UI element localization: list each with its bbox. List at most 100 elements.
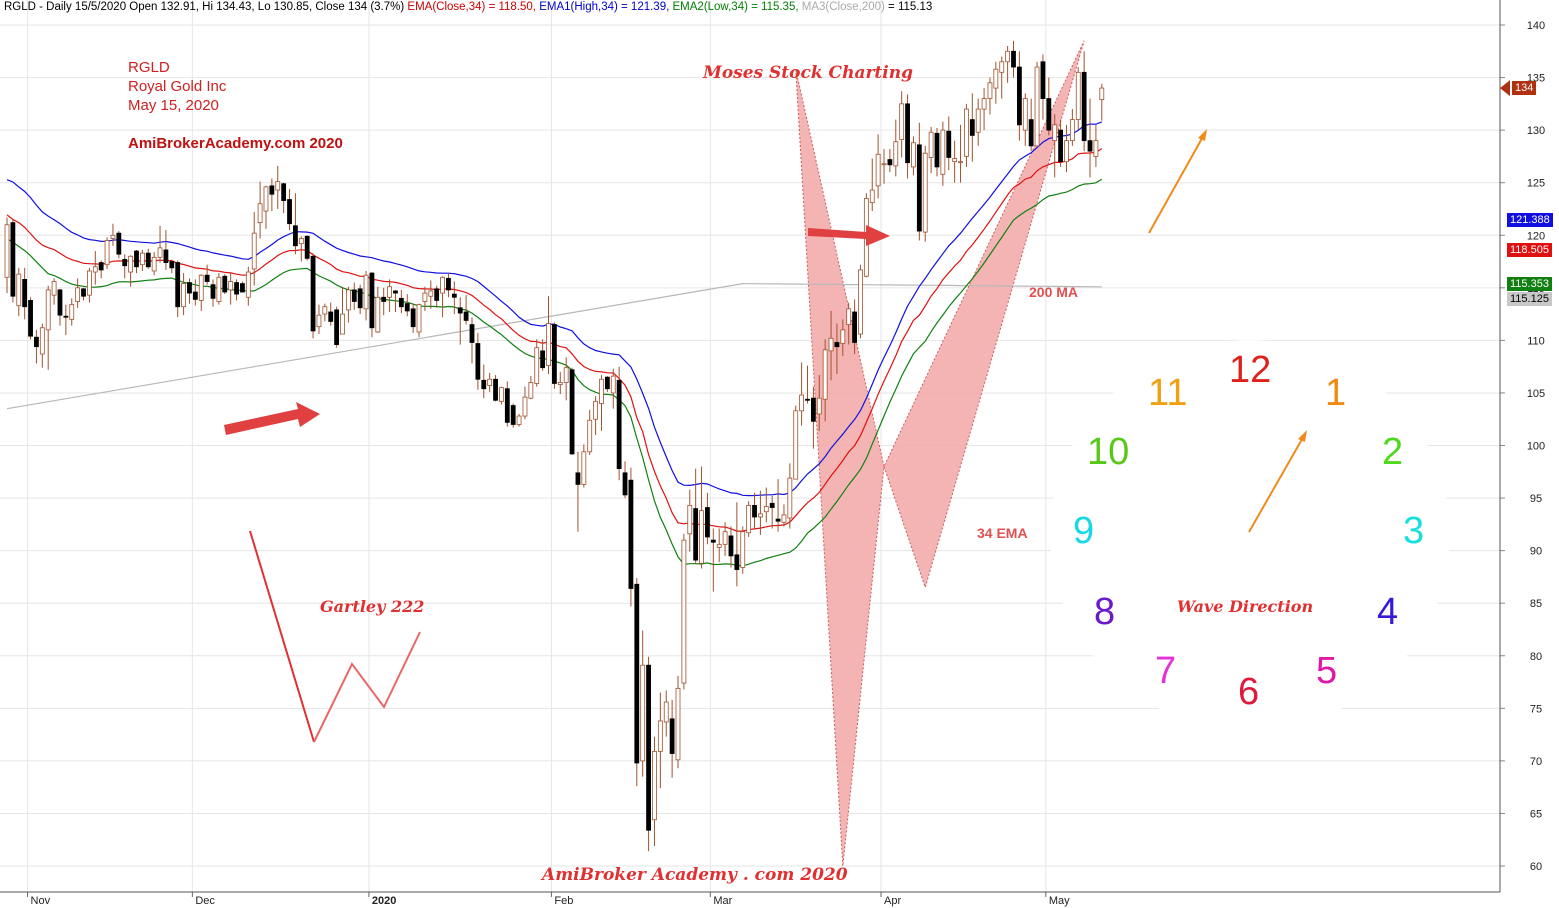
candle-down xyxy=(569,369,575,455)
candle-up xyxy=(816,397,822,415)
candle-up xyxy=(869,189,875,204)
candle-up xyxy=(958,161,963,164)
candle-down xyxy=(493,378,498,401)
candle-up xyxy=(440,276,445,294)
candle-up xyxy=(251,232,257,270)
candle-up xyxy=(828,337,834,352)
clock-number-7: 7 xyxy=(1155,650,1177,692)
candle-up xyxy=(69,304,75,320)
candle-up xyxy=(546,323,551,367)
candle-down xyxy=(122,259,128,267)
candle-down xyxy=(1058,129,1063,163)
orange-arrow-line xyxy=(1148,132,1206,234)
candle-up xyxy=(198,274,204,301)
candle-up xyxy=(416,304,422,333)
candle-down xyxy=(351,289,357,302)
candle-up xyxy=(1099,87,1105,101)
header-symbol-info: RGLD - Daily 15/5/2020 Open 132.91, Hi 1… xyxy=(4,1,405,13)
candle-up xyxy=(687,505,693,535)
header-ma3-label: MA3(Close,200) xyxy=(801,1,885,13)
candle-down xyxy=(1087,140,1093,152)
candle-up xyxy=(298,238,304,245)
candle-up xyxy=(1022,98,1028,131)
candle-down xyxy=(410,308,416,328)
candle-down xyxy=(234,282,239,295)
candle-down xyxy=(628,479,634,589)
y-tick-label: 130 xyxy=(1527,125,1545,137)
candle-up xyxy=(787,477,793,519)
candle-down xyxy=(622,472,628,496)
y-tick-label: 140 xyxy=(1527,20,1545,32)
candle-down xyxy=(163,249,169,263)
candle-down xyxy=(22,279,28,308)
y-tick-label: 90 xyxy=(1530,546,1542,558)
candle-up xyxy=(952,158,958,163)
y-tick-label: 125 xyxy=(1527,178,1545,190)
candle-down xyxy=(57,289,63,316)
candle-up xyxy=(657,720,663,752)
candle-up xyxy=(528,382,534,399)
candle-up xyxy=(263,186,269,212)
candle-up xyxy=(92,266,98,273)
candle-up xyxy=(740,531,746,568)
candle-down xyxy=(169,261,175,269)
candle-down xyxy=(293,225,298,247)
candle-down xyxy=(222,275,228,293)
candle-up xyxy=(422,292,428,302)
candle-up xyxy=(522,396,528,417)
candle-down xyxy=(805,398,810,401)
candle-down xyxy=(204,274,210,282)
candle-up xyxy=(1034,66,1040,147)
header-ema1: EMA1(High,34) = 121.39, xyxy=(539,1,670,13)
candle-up xyxy=(652,751,657,821)
candlesticks xyxy=(4,40,1105,852)
candle-up xyxy=(663,701,669,723)
right-arrow-left xyxy=(224,402,320,435)
candle-up xyxy=(216,276,222,302)
candle-up xyxy=(110,234,116,239)
candle-down xyxy=(969,119,975,136)
wave-direction-label: Wave Direction xyxy=(1177,597,1314,616)
candle-down xyxy=(810,397,816,422)
candle-down xyxy=(10,222,16,297)
candle-down xyxy=(469,324,475,343)
candle-up xyxy=(340,313,345,335)
candle-up xyxy=(699,510,704,564)
candle-down xyxy=(404,303,410,312)
candle-up xyxy=(746,505,752,534)
pattern-triangle-bcd xyxy=(883,40,1085,590)
candle-up xyxy=(39,327,45,355)
candle-down xyxy=(616,379,622,470)
candle-up xyxy=(151,256,157,272)
candle-up xyxy=(322,306,328,315)
candle-down xyxy=(240,283,245,293)
candle-up xyxy=(675,687,681,761)
candle-down xyxy=(98,262,104,271)
ma200-price-tag: 115.125 xyxy=(1507,292,1552,306)
candle-down xyxy=(116,232,122,255)
candle-down xyxy=(463,311,469,321)
last-price-pointer xyxy=(1500,80,1510,97)
clock-number-6: 6 xyxy=(1238,671,1260,713)
ema1-price-tag: 121.388 xyxy=(1507,213,1553,227)
candle-up xyxy=(922,152,928,233)
y-tick-label: 110 xyxy=(1527,335,1545,347)
candle-down xyxy=(1016,66,1022,126)
candle-up xyxy=(893,141,899,167)
candle-up xyxy=(128,255,134,273)
clock-number-8: 8 xyxy=(1094,591,1116,633)
candle-up xyxy=(987,82,993,99)
header-ma3-value: = 115.13 xyxy=(888,1,933,13)
candle-down xyxy=(769,502,775,508)
candle-down xyxy=(304,235,310,259)
candle-up xyxy=(593,400,598,420)
y-tick-label: 95 xyxy=(1530,493,1542,505)
candle-down xyxy=(834,342,840,348)
candle-down xyxy=(728,535,734,557)
x-tick-label: Nov xyxy=(31,895,51,907)
clock-face xyxy=(1050,340,1450,730)
candle-up xyxy=(799,394,805,412)
candle-up xyxy=(16,273,22,307)
